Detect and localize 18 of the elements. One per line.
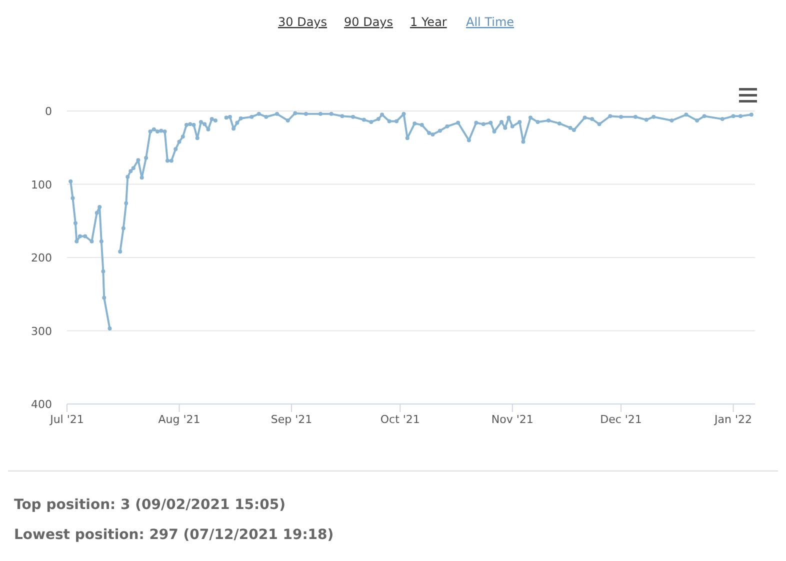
y-tick-label: 200 xyxy=(31,252,52,264)
y-tick-label: 300 xyxy=(31,324,52,338)
text: All Time xyxy=(466,15,514,29)
y-tick-label: 0 xyxy=(45,105,52,118)
text: 30 Days xyxy=(278,15,328,29)
x-tick-label: Nov '21 xyxy=(491,413,534,426)
y-tick-label: 100 xyxy=(31,178,52,192)
x-tick-label: Oct '21 xyxy=(380,413,420,426)
x-tick-label: Aug '21 xyxy=(158,413,200,426)
text: 90 Days xyxy=(344,15,394,29)
y-tick-label: 400 xyxy=(31,398,52,411)
x-tick-label: Dec '21 xyxy=(600,413,642,426)
x-tick-label: Jan '22 xyxy=(714,413,752,426)
x-tick-label: Jul '21 xyxy=(49,413,84,426)
text: Top position: 3 (09/02/2021 15:05) xyxy=(14,497,286,513)
text: Lowest position: 297 (07/12/2021 19:18) xyxy=(14,527,334,543)
text: 1 Year xyxy=(410,15,447,29)
x-tick-label: Sep '21 xyxy=(270,413,312,426)
